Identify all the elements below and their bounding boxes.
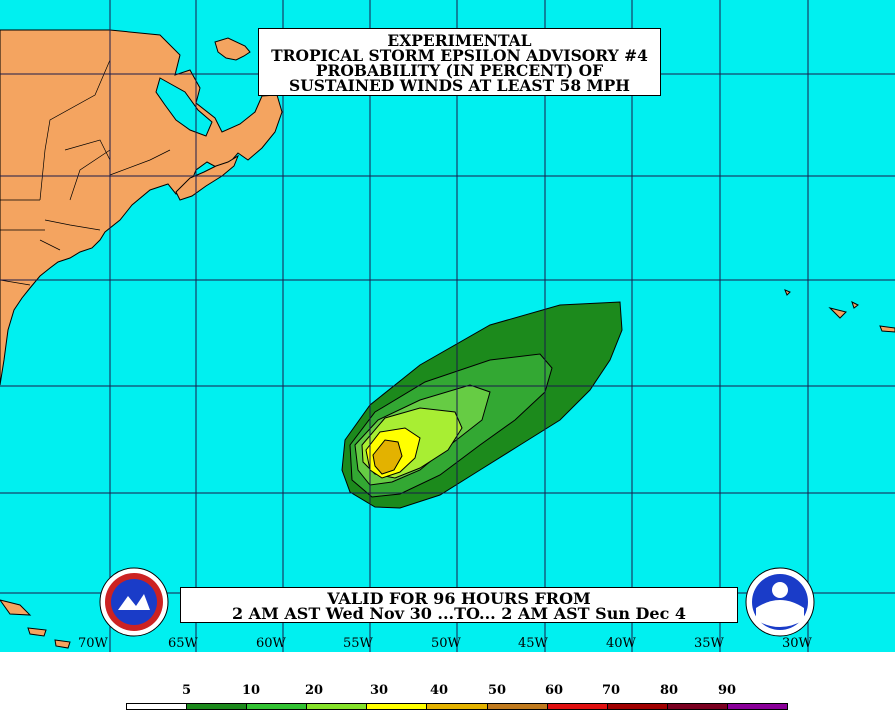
legend-label-40: 40: [430, 683, 449, 698]
legend-label-30: 30: [370, 683, 389, 698]
legend-swatch: [247, 704, 308, 709]
lon-label-45w: 45W: [518, 636, 548, 651]
legend-swatch: [547, 704, 608, 709]
azores-islands: [784, 289, 895, 333]
lon-label-70w: 70W: [78, 636, 108, 651]
title-line-4: SUSTAINED WINDS AT LEAST 58 MPH: [289, 76, 630, 95]
lon-label-55w: 55W: [343, 636, 373, 651]
legend-label-20: 20: [305, 683, 324, 698]
map-title: EXPERIMENTAL TROPICAL STORM EPSILON ADVI…: [258, 28, 661, 96]
legend-swatch: [487, 704, 548, 709]
valid-line-2: 2 AM AST Wed Nov 30 ...TO... 2 AM AST Su…: [231, 604, 687, 623]
legend-label-10: 10: [242, 683, 261, 698]
lon-label-30w: 30W: [782, 636, 812, 651]
legend-label-50: 50: [488, 683, 507, 698]
legend-swatch: [307, 704, 368, 709]
legend-label-90: 90: [718, 683, 737, 698]
legend-swatch: [607, 704, 668, 709]
noaa-logo-icon: [745, 567, 815, 637]
title-line-2: TROPICAL STORM EPSILON ADVISORY #4: [271, 46, 648, 65]
legend-swatch: [367, 704, 428, 709]
title-line-3: PROBABILITY (IN PERCENT) OF: [315, 61, 604, 80]
legend-swatch: [127, 704, 188, 709]
valid-line-1: VALID FOR 96 HOURS FROM: [327, 589, 591, 608]
lon-label-60w: 60W: [256, 636, 286, 651]
legend-color-bar: [126, 703, 788, 710]
legend-label-5: 5: [182, 683, 192, 698]
lon-label-40w: 40W: [606, 636, 636, 651]
lon-label-50w: 50W: [431, 636, 461, 651]
gulf-st-lawrence: [155, 77, 213, 137]
valid-period-box: VALID FOR 96 HOURS FROM 2 AM AST Wed Nov…: [180, 587, 738, 623]
lon-label-35w: 35W: [694, 636, 724, 651]
title-line-1: EXPERIMENTAL: [387, 31, 532, 50]
nws-logo-icon: [99, 567, 169, 637]
state-borders: [0, 59, 171, 286]
probability-map: [0, 0, 895, 652]
lon-label-65w: 65W: [168, 636, 198, 651]
legend-swatch: [667, 704, 728, 709]
wind-probability-contours: [341, 301, 623, 509]
legend-swatch: [187, 704, 248, 709]
legend-label-80: 80: [660, 683, 679, 698]
legend-label-60: 60: [545, 683, 564, 698]
legend-swatch: [727, 704, 788, 709]
north-america-land: [0, 29, 283, 386]
legend-swatch: [427, 704, 488, 709]
contour-50: [372, 439, 403, 475]
nova-scotia: [175, 154, 240, 201]
caribbean-islands: [0, 599, 71, 649]
legend-label-70: 70: [602, 683, 621, 698]
newfoundland: [214, 37, 251, 61]
